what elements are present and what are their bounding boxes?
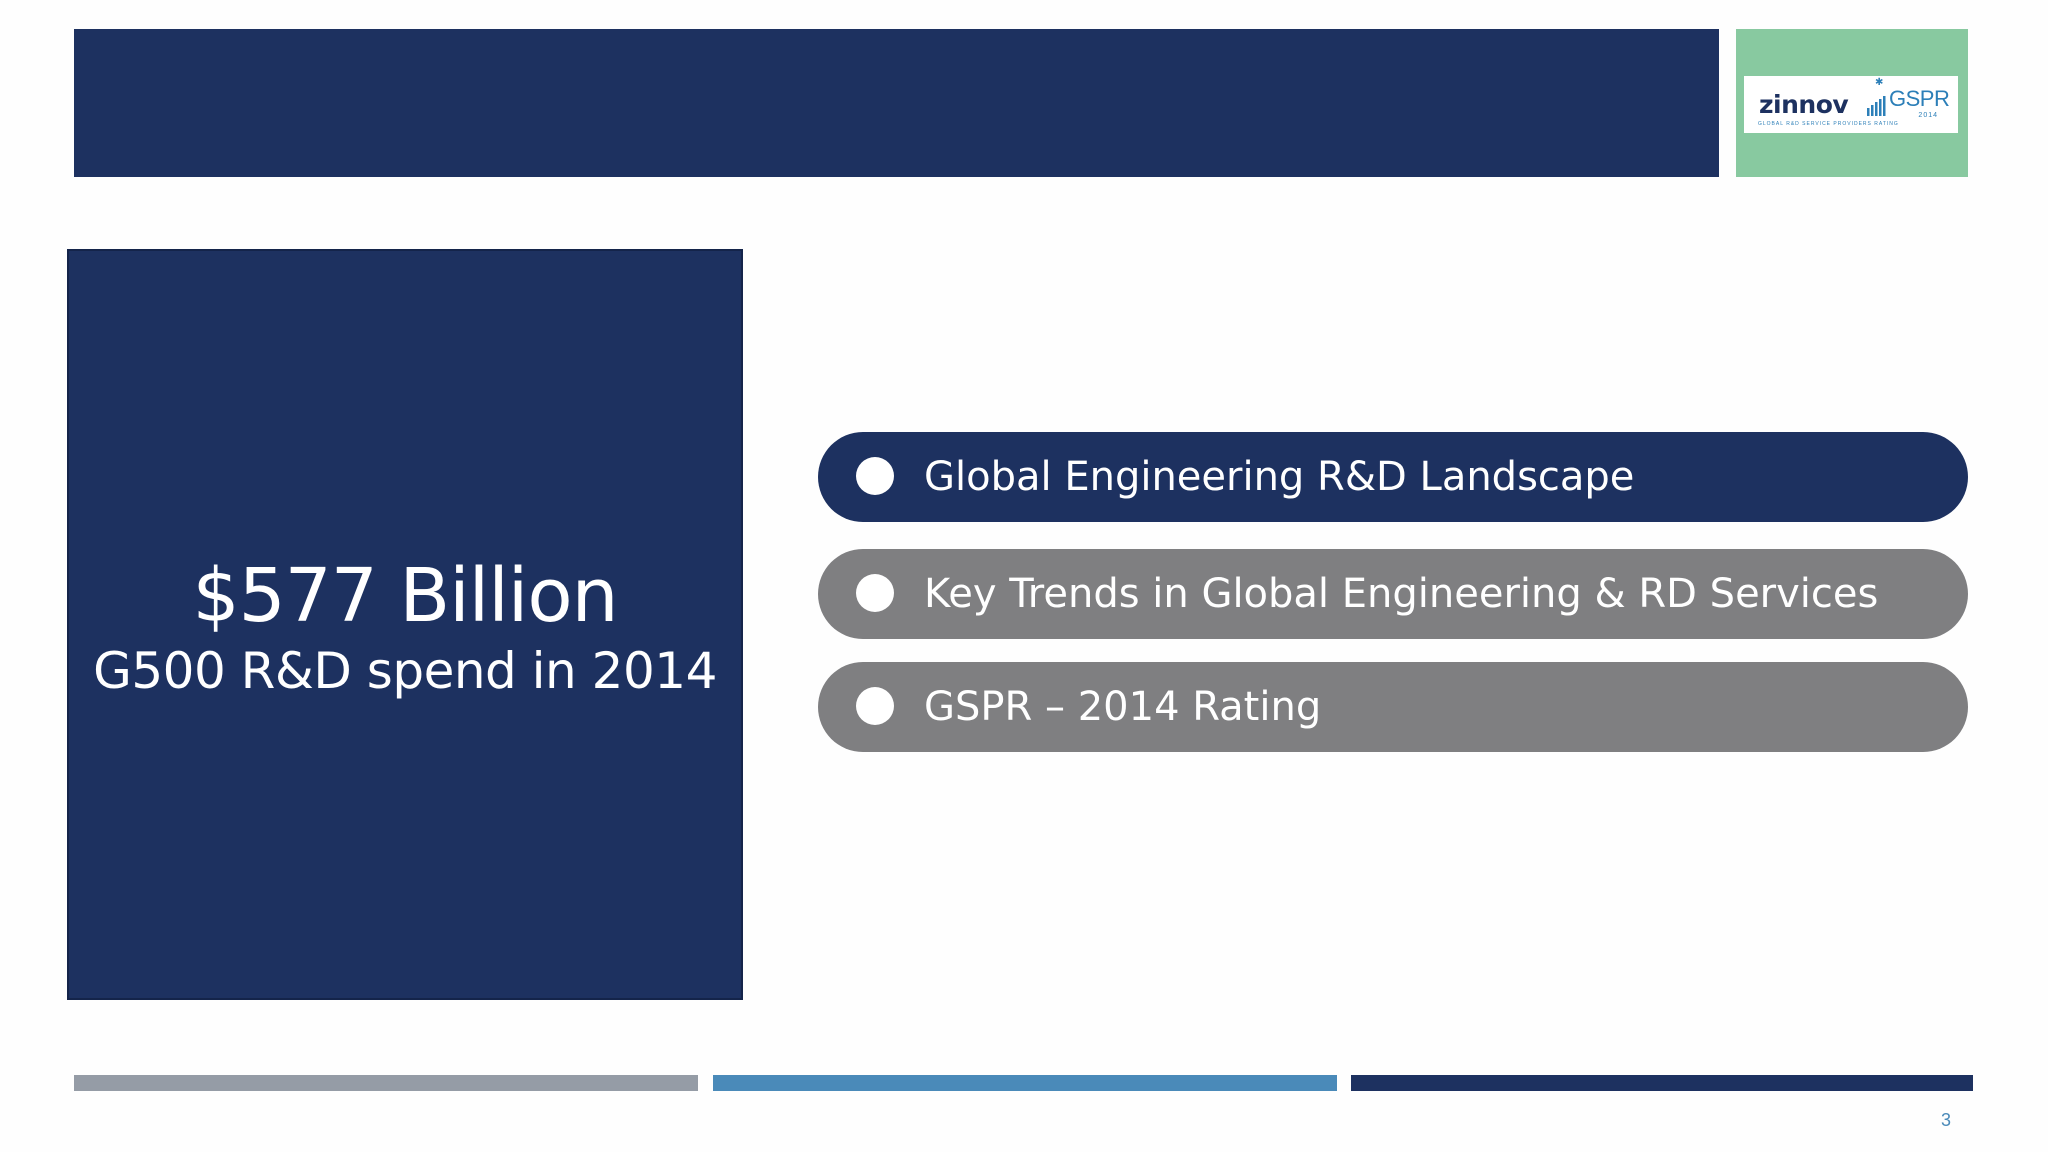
- logo-tagline-text: GLOBAL R&D SERVICE PROVIDERS RATING: [1758, 121, 1899, 127]
- zinnov-gspr-logo: zinnov ✱ GSPR 2014 GLOBAL R&D SERVICE PR…: [1744, 76, 1958, 133]
- bullet-dot-icon: [856, 457, 894, 495]
- agenda-item-global-landscape[interactable]: Global Engineering R&D Landscape: [818, 432, 1968, 522]
- stat-value: $577 Billion: [192, 553, 618, 639]
- footer-accent-bar-navy: [1351, 1075, 1973, 1091]
- bullet-dot-icon: [856, 574, 894, 612]
- agenda-item-gspr-rating[interactable]: GSPR – 2014 Rating: [818, 662, 1968, 752]
- agenda-item-label: Key Trends in Global Engineering & RD Se…: [924, 571, 1879, 617]
- page-number: 3: [1940, 1110, 1951, 1130]
- logo-brand-text: zinnov: [1759, 90, 1849, 119]
- logo-panel: zinnov ✱ GSPR 2014 GLOBAL R&D SERVICE PR…: [1736, 29, 1968, 177]
- logo-product-text: GSPR: [1889, 86, 1950, 111]
- stat-caption: G500 R&D spend in 2014: [93, 642, 717, 700]
- logo-year-text: 2014: [1918, 112, 1938, 119]
- agenda-item-key-trends[interactable]: Key Trends in Global Engineering & RD Se…: [818, 549, 1968, 639]
- star-icon: ✱: [1875, 77, 1884, 88]
- title-banner: [74, 29, 1719, 177]
- bar-chart-icon: [1867, 96, 1886, 116]
- footer-accent-bar-grey: [74, 1075, 698, 1091]
- agenda-item-label: GSPR – 2014 Rating: [924, 684, 1322, 730]
- agenda-item-label: Global Engineering R&D Landscape: [924, 454, 1635, 500]
- footer-accent-bar-blue: [713, 1075, 1337, 1091]
- stat-callout: $577 Billion G500 R&D spend in 2014: [67, 249, 743, 1000]
- bullet-dot-icon: [856, 687, 894, 725]
